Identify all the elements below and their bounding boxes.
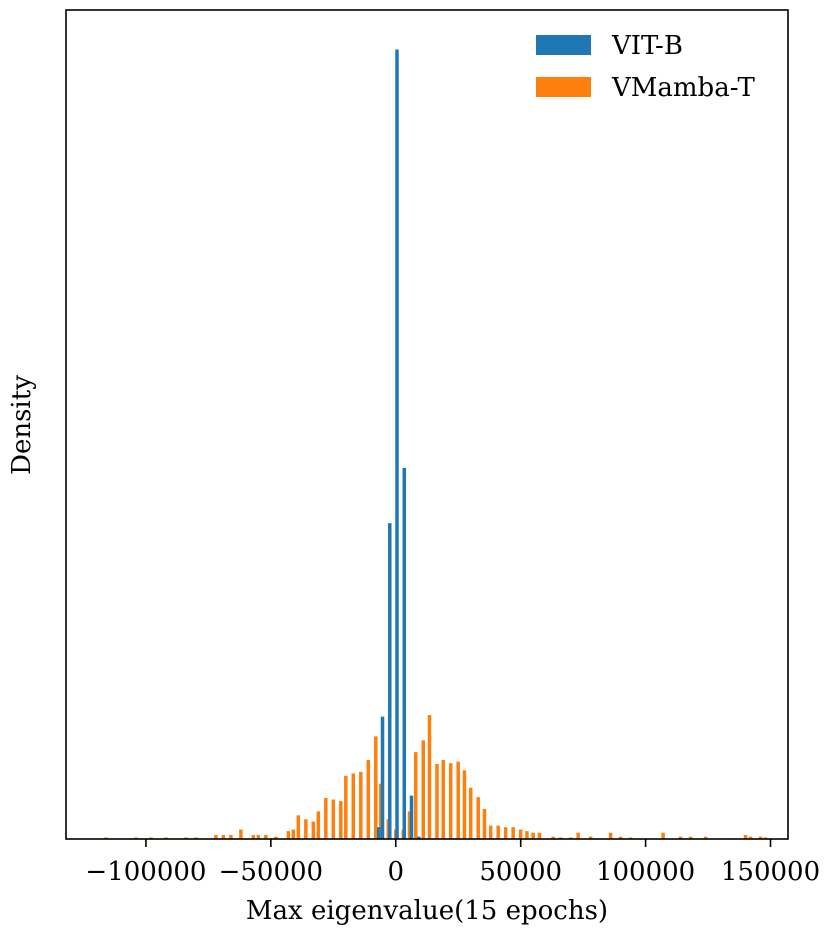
vmamba-t-bar-14 <box>286 831 291 839</box>
vmamba-t-bar-32 <box>407 811 412 839</box>
vmamba-t-bar-41 <box>468 787 473 839</box>
x-tick-label: 0 <box>387 857 404 887</box>
x-tick-label: −50000 <box>219 857 324 887</box>
vmamba-t-bar-19 <box>316 811 321 839</box>
vmamba-t-bar-27 <box>374 736 378 839</box>
vmamba-t-bar-47 <box>511 827 515 839</box>
vmamba-t-bar-64 <box>743 835 748 839</box>
vmamba-t-bar-62 <box>688 836 693 839</box>
vmamba-t-bar-46 <box>503 827 508 839</box>
vmamba-t-bar-63 <box>703 836 708 839</box>
x-tick-label: 100000 <box>596 857 695 887</box>
vmamba-t-bar-12 <box>264 835 268 839</box>
vmamba-t-bar-16 <box>296 815 301 839</box>
vmamba-t-bar-33 <box>414 752 418 839</box>
vmamba-t-bar-22 <box>339 801 343 839</box>
vmamba-t-bar-18 <box>311 821 316 839</box>
vmamba-t-bar-58 <box>618 836 623 839</box>
vmamba-t-bar-44 <box>488 825 493 839</box>
vit-b-bar-5 <box>409 795 414 839</box>
vmamba-t-bar-49 <box>525 831 529 839</box>
vmamba-t-bar-65 <box>748 836 753 839</box>
series-vit-b-bars <box>377 49 421 840</box>
vmamba-t-bar-50 <box>531 832 535 839</box>
plot-frame <box>65 9 789 840</box>
vmamba-t-bar-56 <box>588 836 593 839</box>
vmamba-t-bar-52 <box>551 836 555 839</box>
x-tick-label: 150000 <box>721 857 820 887</box>
vmamba-t-bar-23 <box>344 775 348 839</box>
x-tick-label: 50000 <box>479 857 562 887</box>
vmamba-t-bar-25 <box>359 771 363 839</box>
vmamba-t-bar-37 <box>441 760 445 839</box>
vmamba-t-bar-45 <box>496 825 500 839</box>
vmamba-t-bar-43 <box>482 809 487 839</box>
vmamba-t-bar-57 <box>608 832 613 839</box>
vit-b-bar-2 <box>388 523 392 839</box>
vmamba-t-bar-11 <box>256 835 261 839</box>
vmamba-t-bar-36 <box>435 764 439 839</box>
y-axis-label: Density <box>7 375 37 475</box>
vmamba-t-bar-51 <box>537 832 542 839</box>
vit-b-bar-1 <box>380 716 385 839</box>
vmamba-t-bar-21 <box>331 799 336 839</box>
legend-swatch-vmamba-t <box>536 77 591 97</box>
vmamba-t-bar-10 <box>251 835 256 839</box>
vmamba-t-bar-34 <box>421 740 425 839</box>
vmamba-t-bar-13 <box>274 836 278 839</box>
vmamba-t-bar-17 <box>304 819 308 839</box>
vmamba-t-bar-35 <box>427 715 432 839</box>
legend-label-vmamba-t: VMamba-T <box>611 73 756 103</box>
vit-b-bar-6 <box>417 836 421 839</box>
x-tick-label: −100000 <box>85 857 206 887</box>
series-vmamba-t-bars <box>104 715 768 839</box>
vmamba-t-bar-20 <box>324 797 328 839</box>
vmamba-t-bar-7 <box>221 835 226 839</box>
vmamba-t-bar-61 <box>678 836 683 839</box>
vit-b-bar-3 <box>395 49 399 840</box>
x-axis: −100000 −50000 0 50000 100000 150000 <box>85 839 820 887</box>
vmamba-t-bar-48 <box>518 829 523 839</box>
vmamba-t-bar-60 <box>661 832 665 839</box>
vit-b-bar-0 <box>377 827 381 839</box>
vmamba-t-bar-15 <box>291 829 296 839</box>
vmamba-t-bar-39 <box>456 761 460 839</box>
legend-swatch-vit-b <box>536 35 591 55</box>
vmamba-t-bar-55 <box>576 832 580 839</box>
vmamba-t-bar-38 <box>448 763 453 839</box>
vmamba-t-bar-40 <box>462 770 467 839</box>
vmamba-t-bar-9 <box>239 829 243 839</box>
legend: VIT-B VMamba-T <box>536 31 756 103</box>
vmamba-t-bar-66 <box>758 836 763 839</box>
legend-label-vit-b: VIT-B <box>611 31 683 61</box>
vmamba-t-bar-24 <box>351 773 356 839</box>
x-axis-label: Max eigenvalue(15 epochs) <box>246 896 608 926</box>
vit-b-bar-4 <box>402 467 407 839</box>
vmamba-t-bar-8 <box>229 835 233 839</box>
vmamba-t-bar-42 <box>476 797 480 839</box>
vmamba-t-bar-26 <box>366 760 371 839</box>
vmamba-t-bar-6 <box>214 835 218 839</box>
